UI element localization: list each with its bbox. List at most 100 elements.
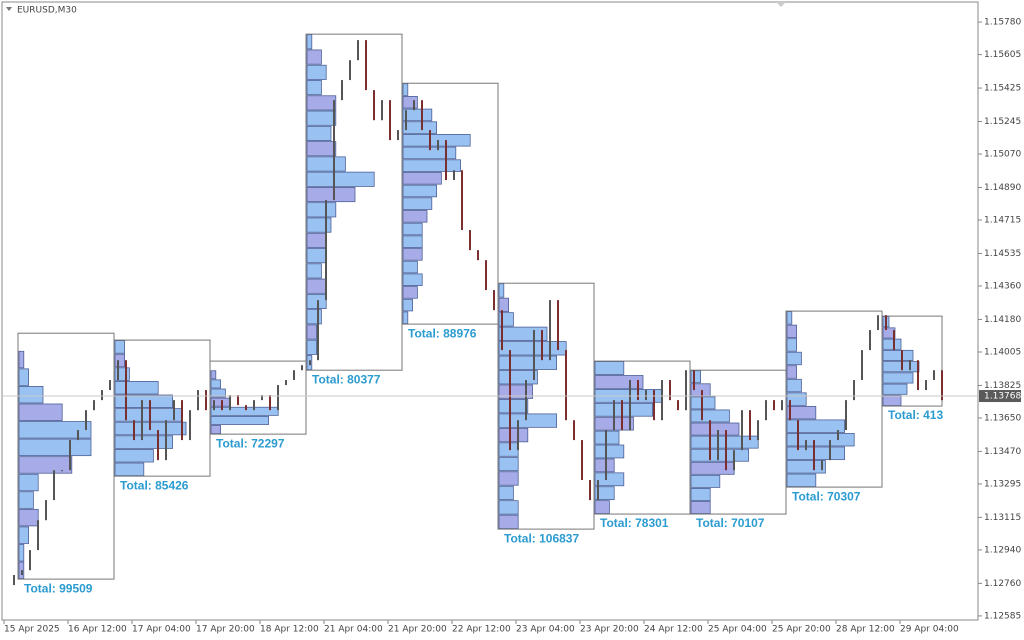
- candle: [341, 80, 343, 101]
- symbol-menu-arrow[interactable]: [6, 7, 12, 11]
- candle: [613, 400, 615, 431]
- profile-bar: [882, 372, 914, 384]
- y-tick-label: 1.13115: [984, 513, 1021, 523]
- x-tick-label: 23 Apr 20:00: [580, 625, 639, 635]
- profile-box: [881, 315, 943, 407]
- profile-bar: [210, 425, 222, 435]
- x-tick-label: 15 Apr 2025: [4, 625, 60, 635]
- profile-bar: [402, 222, 423, 236]
- candle: [677, 400, 679, 411]
- y-tick-label: 1.14005: [984, 347, 1021, 357]
- candle: [293, 370, 295, 381]
- candle: [61, 470, 63, 472]
- profile-bar: [306, 248, 327, 264]
- profile-bar: [690, 422, 740, 436]
- profile-bar: [306, 309, 322, 325]
- candle: [445, 140, 447, 181]
- y-tick-label: 1.14360: [984, 282, 1021, 292]
- profile-bar: [498, 297, 510, 313]
- candle: [373, 90, 375, 121]
- profile-bar: [306, 95, 337, 111]
- profile-bar: [402, 159, 461, 172]
- x-tick-label: 24 Apr 12:00: [644, 625, 703, 635]
- candle: [453, 170, 455, 181]
- candle: [309, 360, 311, 366]
- profile-bar: [306, 156, 346, 172]
- profile-bar: [306, 141, 337, 157]
- candle: [477, 250, 479, 261]
- candle: [461, 170, 463, 231]
- candle: [245, 405, 247, 411]
- candle: [253, 400, 255, 411]
- candle: [325, 200, 327, 301]
- profile-bar: [18, 403, 63, 421]
- candle: [901, 350, 903, 371]
- profile-bar: [402, 273, 423, 286]
- candle: [829, 440, 831, 461]
- profile-bar: [18, 544, 25, 562]
- profile-bar: [690, 501, 711, 514]
- candle: [141, 400, 143, 441]
- profile-bar: [402, 172, 442, 185]
- candle: [317, 300, 319, 361]
- profile-bar: [498, 326, 548, 341]
- y-tick-label: 1.14715: [984, 216, 1021, 226]
- candle: [261, 395, 263, 401]
- candle: [581, 440, 583, 481]
- profile-bar: [402, 286, 418, 299]
- candle: [277, 385, 279, 411]
- y-tick-label: 1.15425: [984, 84, 1021, 94]
- candle: [709, 420, 711, 461]
- candle: [877, 315, 879, 331]
- profile-total: Total: 80377: [312, 372, 381, 386]
- profile-bar: [690, 448, 749, 462]
- profile-bar: [402, 134, 471, 147]
- profile-bar: [594, 472, 625, 487]
- profile-bar: [402, 184, 437, 198]
- candle: [205, 390, 207, 411]
- profile-bar: [306, 64, 327, 80]
- profile-total: Total: 70307: [792, 489, 861, 503]
- profile-bar: [306, 125, 332, 141]
- candle: [429, 130, 431, 151]
- candle: [69, 440, 71, 471]
- candle: [533, 330, 535, 381]
- candle: [173, 400, 175, 421]
- candle: [853, 380, 855, 401]
- candle: [381, 100, 383, 121]
- candle: [405, 110, 407, 131]
- profile-bar: [690, 461, 735, 475]
- profile-bar: [402, 83, 409, 96]
- profile-bar: [498, 442, 519, 457]
- profile-bar: [402, 260, 418, 274]
- profile-bar: [594, 402, 653, 417]
- profile-bar: [498, 384, 533, 399]
- profile-bar: [498, 427, 529, 443]
- candle: [757, 420, 759, 441]
- candle: [517, 420, 519, 451]
- profile-bar: [306, 80, 322, 96]
- y-tick-label: 1.12585: [984, 611, 1021, 621]
- profile-bar: [18, 491, 34, 509]
- x-tick-label: 25 Apr 04:00: [708, 625, 767, 635]
- y-tick-label: 1.14890: [984, 183, 1021, 193]
- candle: [765, 400, 767, 421]
- profile-bar: [306, 278, 327, 294]
- y-tick-label: 1.12940: [984, 545, 1021, 555]
- y-tick-label: 1.15070: [984, 150, 1021, 160]
- candle: [557, 300, 559, 351]
- candle: [397, 130, 399, 141]
- profile-bar: [690, 370, 702, 384]
- x-tick-label: 23 Apr 04:00: [516, 625, 575, 635]
- profile-total: Total: 70107: [696, 516, 765, 530]
- candle: [21, 570, 23, 576]
- profile-bar: [594, 375, 644, 389]
- profile-bar: [498, 471, 519, 486]
- profile-bar: [114, 353, 126, 368]
- candle: [821, 460, 823, 471]
- y-tick-label: 1.13295: [984, 479, 1021, 489]
- candle: [645, 390, 647, 401]
- candle: [269, 395, 271, 411]
- x-tick-label: 22 Apr 12:00: [452, 625, 511, 635]
- profile-bar: [690, 474, 721, 488]
